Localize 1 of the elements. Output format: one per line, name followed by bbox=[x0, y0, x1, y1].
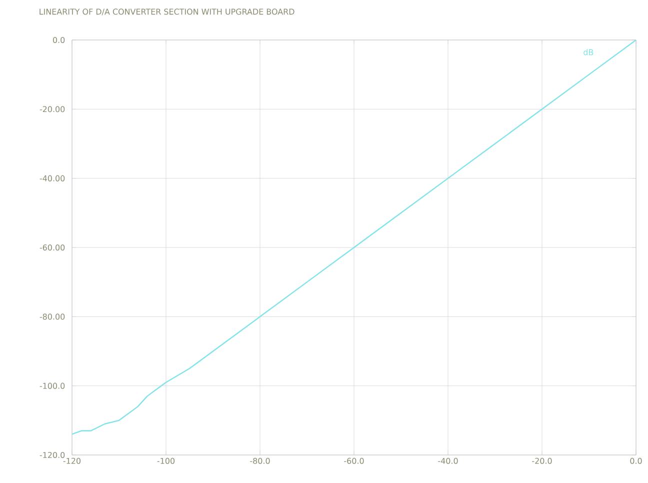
line-series bbox=[71, 39, 637, 435]
